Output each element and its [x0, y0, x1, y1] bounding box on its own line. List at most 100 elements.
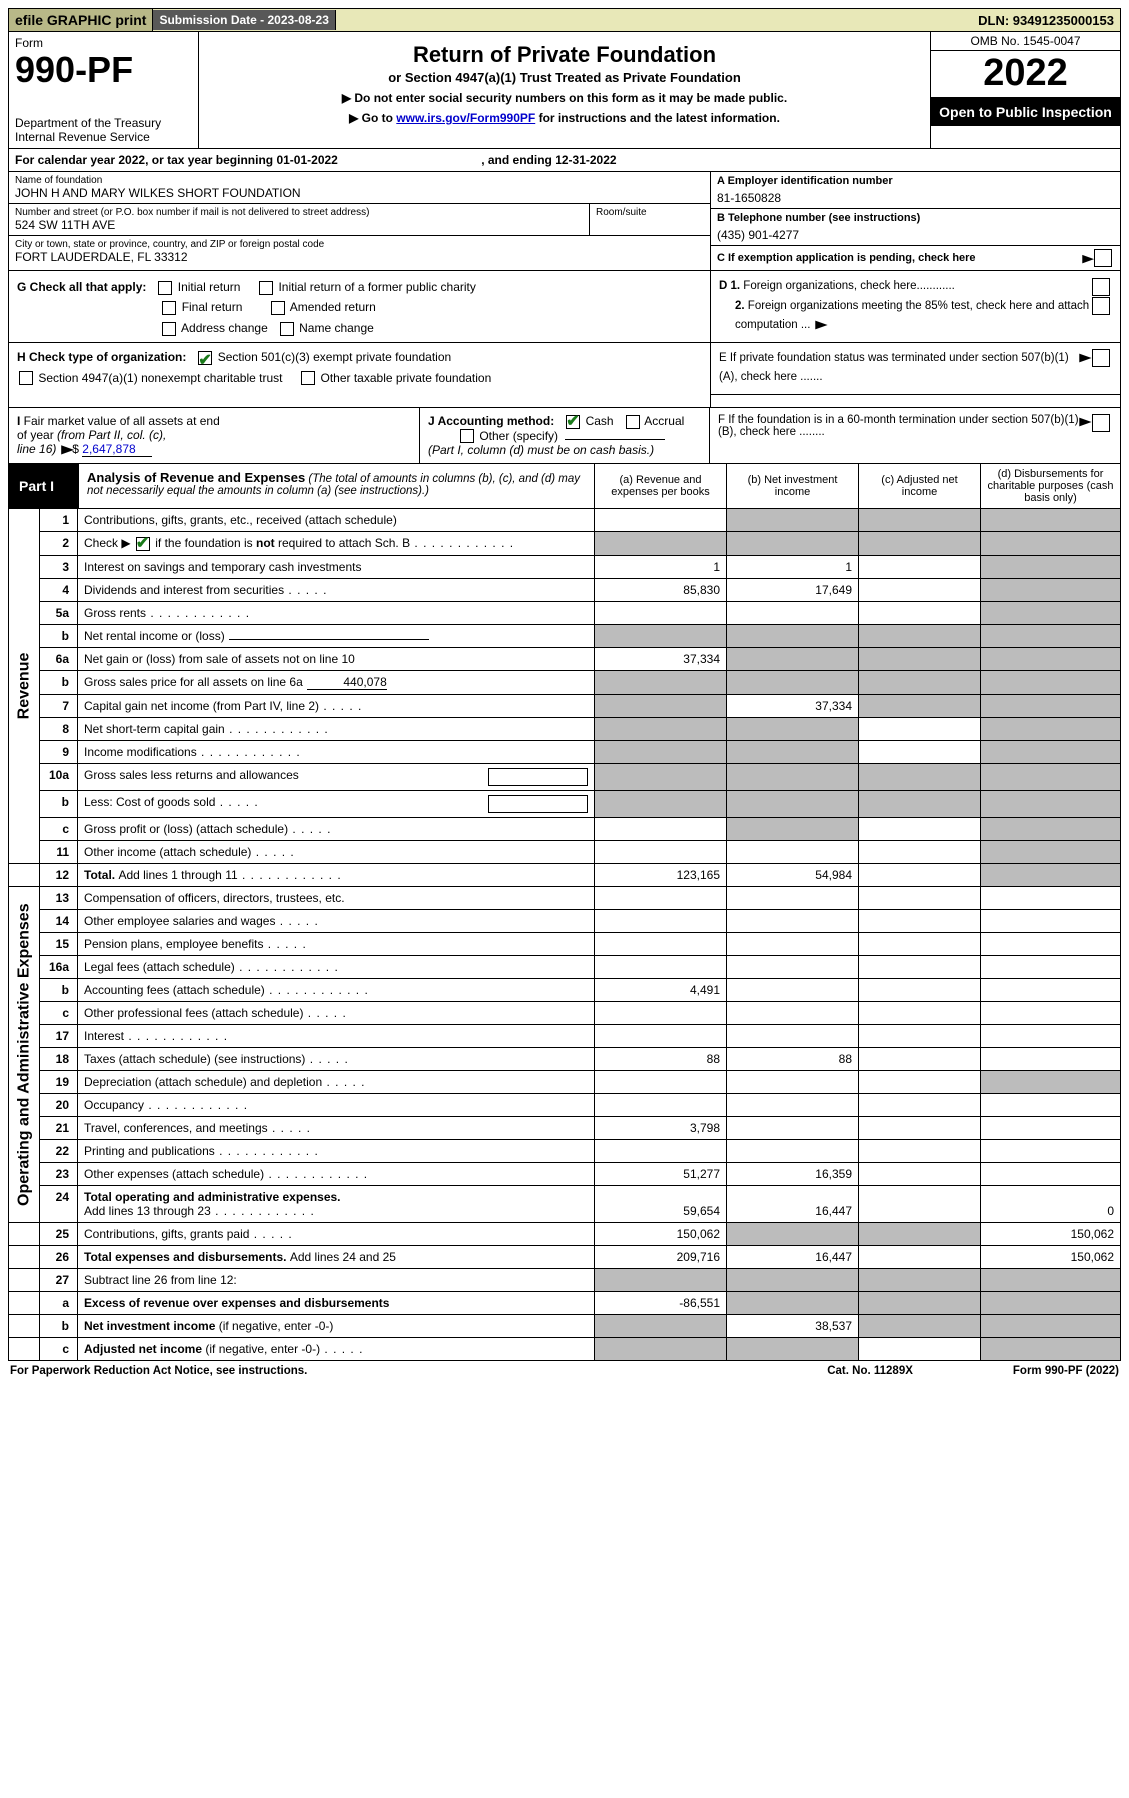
- table-row: 10a Gross sales less returns and allowan…: [9, 764, 1121, 791]
- form-header: Form 990-PF Department of the Treasury I…: [8, 32, 1121, 149]
- r24-col-a: 59,654: [595, 1186, 727, 1223]
- foundation-name-cell: Name of foundation JOHN H AND MARY WILKE…: [9, 172, 710, 204]
- checks-left: G Check all that apply: Initial return I…: [9, 271, 710, 407]
- table-row: 14Other employee salaries and wages: [9, 910, 1121, 933]
- arrow-icon: ▶: [1079, 349, 1091, 369]
- i-fmv-cell: I Fair market value of all assets at end…: [9, 408, 420, 464]
- header-mid: Return of Private Foundation or Section …: [199, 32, 930, 148]
- g-row: G Check all that apply: Initial return I…: [17, 277, 702, 338]
- r12-col-a: 123,165: [595, 864, 727, 887]
- r10b-box[interactable]: [488, 795, 588, 813]
- r3-col-a: 1: [595, 556, 727, 579]
- dept-irs: Internal Revenue Service: [15, 130, 192, 144]
- h-4947-checkbox[interactable]: [19, 371, 33, 385]
- header-right: OMB No. 1545-0047 2022 Open to Public In…: [930, 32, 1120, 148]
- r27a-col-a: -86,551: [595, 1292, 727, 1315]
- form990pf-link[interactable]: www.irs.gov/Form990PF: [396, 111, 535, 125]
- table-row: 9 Income modifications: [9, 741, 1121, 764]
- calendar-year-line: For calendar year 2022, or tax year begi…: [8, 149, 1121, 172]
- form-title: Return of Private Foundation: [205, 42, 924, 68]
- table-row: Operating and Administrative Expenses 13…: [9, 887, 1121, 910]
- arrow-icon: ▶: [1082, 252, 1094, 265]
- table-row: a Excess of revenue over expenses and di…: [9, 1292, 1121, 1315]
- g-initial-former-checkbox[interactable]: [259, 281, 273, 295]
- j-accrual-checkbox[interactable]: [626, 415, 640, 429]
- entity-left: Name of foundation JOHN H AND MARY WILKE…: [9, 172, 710, 270]
- phone-value: (435) 901-4277: [717, 228, 1114, 242]
- table-row: 5a Gross rents: [9, 602, 1121, 625]
- street-address: 524 SW 11TH AVE: [15, 218, 583, 232]
- g-name-change-checkbox[interactable]: [280, 322, 294, 336]
- revenue-side-label: Revenue: [9, 509, 40, 863]
- checks-block: G Check all that apply: Initial return I…: [8, 271, 1121, 408]
- r5b-input[interactable]: [229, 639, 429, 640]
- table-row: 17Interest: [9, 1025, 1121, 1048]
- ein-value: 81-1650828: [717, 191, 1114, 205]
- col-d-header: (d) Disbursements for charitable purpose…: [980, 464, 1120, 508]
- table-row: b Gross sales price for all assets on li…: [9, 671, 1121, 695]
- table-row: bAccounting fees (attach schedule)4,491: [9, 979, 1121, 1002]
- entity-block: Name of foundation JOHN H AND MARY WILKE…: [8, 172, 1121, 271]
- city-cell: City or town, state or province, country…: [9, 236, 710, 267]
- r18-col-a: 88: [595, 1048, 727, 1071]
- omb-number: OMB No. 1545-0047: [931, 32, 1120, 51]
- r10a-box[interactable]: [488, 768, 588, 786]
- exemption-pending-row: C If exemption application is pending, c…: [711, 246, 1120, 270]
- form-label: Form: [15, 36, 192, 50]
- r26-col-a: 209,716: [595, 1246, 727, 1269]
- j-other-input[interactable]: [565, 439, 665, 440]
- table-row: 7 Capital gain net income (from Part IV,…: [9, 695, 1121, 718]
- header-left: Form 990-PF Department of the Treasury I…: [9, 32, 199, 148]
- instr-link: ▶ Go to www.irs.gov/Form990PF for instru…: [205, 111, 924, 125]
- col-c-header: (c) Adjusted net income: [858, 464, 980, 508]
- h-other-taxable-checkbox[interactable]: [301, 371, 315, 385]
- g-final-return-checkbox[interactable]: [162, 301, 176, 315]
- schb-not-required-checkbox[interactable]: [136, 537, 150, 551]
- exemption-pending-checkbox[interactable]: [1094, 249, 1112, 267]
- table-row: 15Pension plans, employee benefits: [9, 933, 1121, 956]
- g-initial-return-checkbox[interactable]: [158, 281, 172, 295]
- f-row: F If the foundation is in a 60-month ter…: [710, 408, 1120, 464]
- r26-col-b: 16,447: [727, 1246, 859, 1269]
- room-suite-label: Room/suite: [596, 207, 704, 218]
- r27b-col-b: 38,537: [727, 1315, 859, 1338]
- fmv-value[interactable]: 2,647,878: [82, 442, 152, 457]
- table-row: c Adjusted net income (if negative, ente…: [9, 1338, 1121, 1361]
- city-state-zip: FORT LAUDERDALE, FL 33312: [15, 250, 704, 264]
- efile-label[interactable]: efile GRAPHIC print: [9, 9, 153, 31]
- j-other-checkbox[interactable]: [460, 429, 474, 443]
- dept-treasury: Department of the Treasury: [15, 116, 192, 130]
- table-row: 22Printing and publications: [9, 1140, 1121, 1163]
- table-row: Revenue 1 Contributions, gifts, grants, …: [9, 509, 1121, 532]
- table-row: b Net investment income (if negative, en…: [9, 1315, 1121, 1338]
- d2-85pct-checkbox[interactable]: [1092, 297, 1110, 315]
- col-a-header: (a) Revenue and expenses per books: [594, 464, 726, 508]
- address-row: Number and street (or P.O. box number if…: [9, 204, 710, 236]
- topbar-spacer: [336, 17, 972, 23]
- g-address-change-checkbox[interactable]: [162, 322, 176, 336]
- j-cash-checkbox[interactable]: [566, 415, 580, 429]
- table-row: 4 Dividends and interest from securities…: [9, 579, 1121, 602]
- analysis-table: Revenue 1 Contributions, gifts, grants, …: [8, 509, 1121, 1361]
- f-60month-checkbox[interactable]: [1092, 414, 1110, 432]
- r18-col-b: 88: [727, 1048, 859, 1071]
- table-row: 16aLegal fees (attach schedule): [9, 956, 1121, 979]
- entity-right: A Employer identification number 81-1650…: [710, 172, 1120, 270]
- r26-col-d: 150,062: [981, 1246, 1121, 1269]
- phone-cell: B Telephone number (see instructions) (4…: [711, 209, 1120, 246]
- r24-col-d: 0: [981, 1186, 1121, 1223]
- r3-col-b: 1: [727, 556, 859, 579]
- r21-col-a: 3,798: [595, 1117, 727, 1140]
- r25-col-d: 150,062: [981, 1223, 1121, 1246]
- d1-foreign-checkbox[interactable]: [1092, 278, 1110, 296]
- r24-col-b: 16,447: [727, 1186, 859, 1223]
- form-subtitle: or Section 4947(a)(1) Trust Treated as P…: [205, 70, 924, 85]
- e-terminated-checkbox[interactable]: [1092, 349, 1110, 367]
- r23-col-a: 51,277: [595, 1163, 727, 1186]
- table-row: 26 Total expenses and disbursements. Add…: [9, 1246, 1121, 1269]
- page-footer: For Paperwork Reduction Act Notice, see …: [8, 1361, 1121, 1377]
- r6b-value: 440,078: [307, 675, 387, 690]
- h-501c3-checkbox[interactable]: [198, 351, 212, 365]
- g-amended-checkbox[interactable]: [271, 301, 285, 315]
- e-row: E If private foundation status was termi…: [711, 349, 1120, 395]
